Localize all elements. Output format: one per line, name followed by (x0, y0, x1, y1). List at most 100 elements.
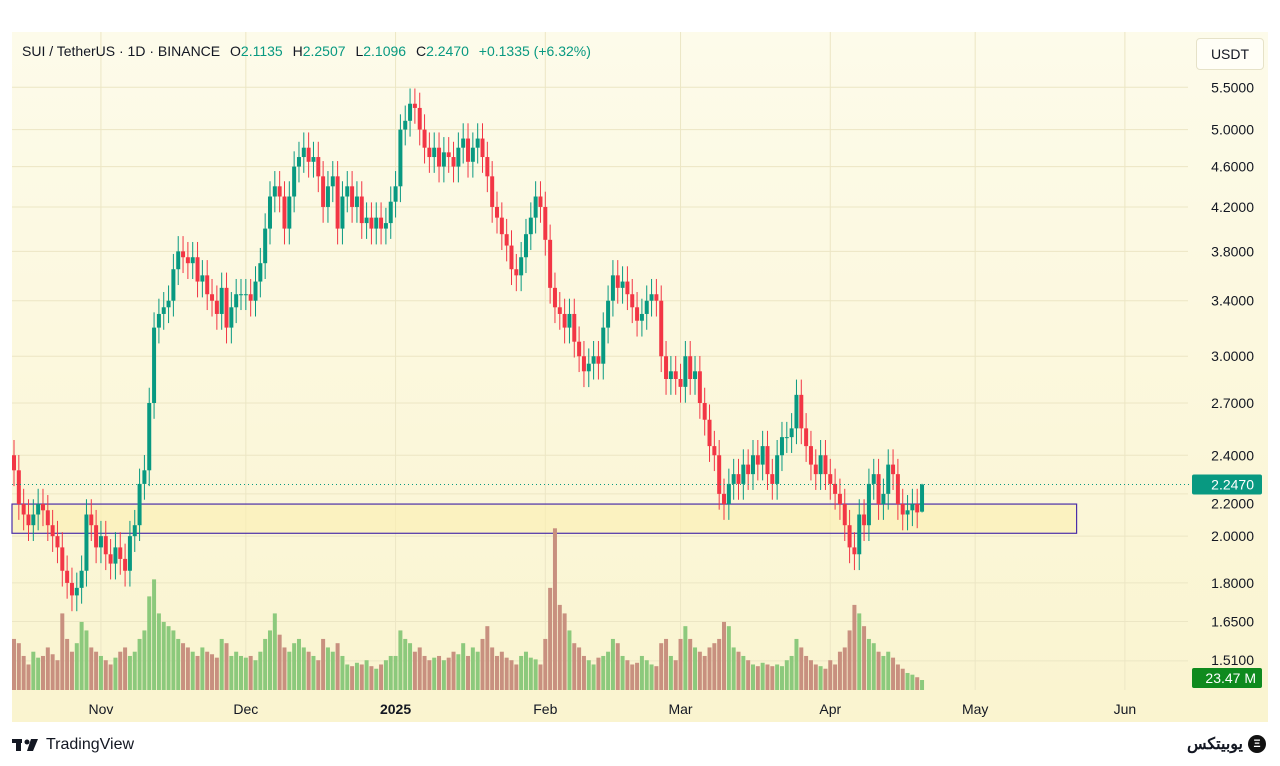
candle-body (620, 281, 625, 288)
close-label: C (415, 43, 427, 59)
last-volume-label: 23.47 M (1205, 670, 1256, 686)
volume-bar (12, 638, 16, 690)
candle-body (190, 257, 195, 264)
volume-bar (813, 664, 818, 690)
volume-bar (200, 647, 205, 690)
volume-bar (224, 643, 229, 690)
candle-body (248, 294, 253, 301)
candle-body (89, 514, 94, 526)
volume-bar (127, 655, 132, 690)
volume-bar (16, 643, 21, 690)
volume-bar (678, 638, 683, 690)
volume-bar (726, 626, 731, 690)
candle-body (113, 547, 118, 564)
brand-name: یوبیتکس (1186, 736, 1243, 753)
volume-bar (94, 651, 99, 690)
high-label: H (292, 43, 303, 59)
volume-bar (311, 655, 316, 690)
tradingview-logo-icon (12, 739, 38, 751)
y-tick-label: 1.6500 (1211, 614, 1254, 630)
volume-bar (683, 626, 688, 690)
volume-bar (137, 638, 142, 690)
last-price-badge (1192, 474, 1262, 495)
candle-body (50, 525, 55, 537)
candle-body (610, 275, 615, 301)
volume-bar (69, 651, 74, 690)
currency-button[interactable]: USDT (1196, 38, 1264, 70)
volume-bar (234, 651, 239, 690)
volume-bar (639, 655, 644, 690)
candle-body (16, 470, 21, 505)
candle-body (379, 217, 384, 229)
volume-bar (176, 638, 181, 690)
candle-body (40, 504, 45, 511)
volume-bar (287, 651, 292, 690)
candle-body (200, 275, 205, 282)
candle-body (21, 504, 26, 515)
candle-body (98, 536, 103, 548)
candle-body (239, 294, 244, 296)
y-tick-label: 1.5100 (1211, 652, 1254, 668)
x-tick-label: Jun (1114, 701, 1137, 717)
candle-body (330, 176, 335, 187)
volume-bar (567, 630, 572, 690)
candle-body (258, 263, 263, 282)
volume-bar (301, 647, 306, 690)
candle-body (408, 103, 413, 121)
volume-bar (833, 664, 838, 690)
volume-bar (765, 664, 770, 690)
volume-bar (263, 638, 268, 690)
candle-body (586, 363, 591, 372)
candle-body (161, 307, 166, 314)
volume-bar (398, 630, 403, 690)
volume-bar (741, 655, 746, 690)
tradingview-logo[interactable]: TradingView (12, 736, 134, 754)
candle-body (895, 474, 900, 505)
candle-body (581, 356, 586, 372)
volume-bar (866, 638, 871, 690)
volume-bar (548, 587, 553, 690)
volume-bar (717, 638, 722, 690)
candle-body (446, 152, 451, 158)
volume-bar (190, 651, 195, 690)
candle-body (862, 514, 867, 526)
candle-body (152, 327, 157, 403)
volume-bar (74, 643, 79, 690)
candle-body (910, 504, 915, 511)
candle-body (108, 554, 113, 564)
candle-body (287, 196, 292, 229)
candle-body (726, 483, 731, 505)
candle-body (891, 464, 896, 475)
open-label: O (230, 43, 241, 59)
volume-bar (533, 659, 538, 690)
chart-area[interactable] (12, 32, 1268, 722)
volume-bar (412, 651, 417, 690)
candle-body (538, 196, 543, 207)
candle-body (350, 186, 355, 207)
candle-body (876, 474, 881, 505)
candle-body (461, 138, 466, 148)
volume-bar (79, 621, 84, 690)
candle-body (818, 455, 823, 475)
volume-bar (635, 662, 640, 690)
volume-bar (292, 643, 297, 690)
candle-body (712, 446, 717, 456)
candle-body (746, 464, 751, 475)
volume-bar (210, 654, 215, 690)
coin-icon: Ξ (1248, 735, 1266, 753)
volume-bar (610, 638, 615, 690)
candle-body (36, 504, 41, 515)
volume-bar (446, 657, 451, 690)
candle-body (316, 157, 321, 177)
volume-bar (383, 660, 388, 690)
candle-body (596, 356, 601, 364)
volume-bar (267, 630, 272, 690)
candle-body (69, 582, 74, 596)
change-value: +0.1335 (+6.32%) (478, 43, 591, 59)
candle-body (504, 234, 509, 246)
volume-bar (123, 647, 128, 690)
candle-body (678, 379, 683, 387)
candle-body (693, 371, 698, 380)
volume-bar (40, 655, 45, 690)
